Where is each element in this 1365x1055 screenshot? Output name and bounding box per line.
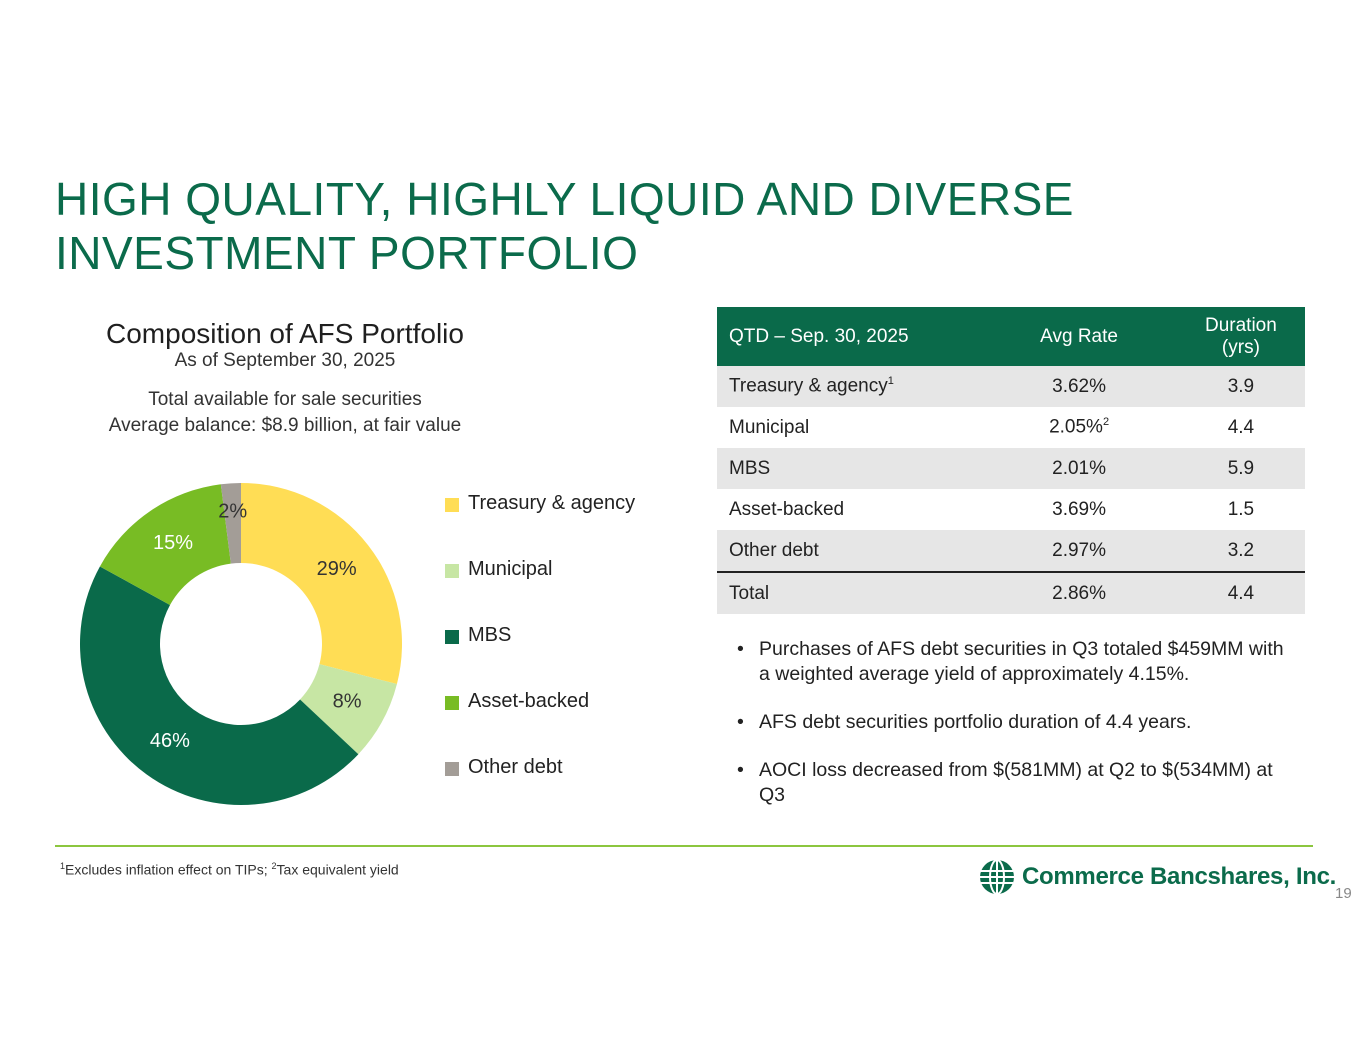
composition-note: Total available for sale securities Aver…: [55, 387, 515, 439]
composition-subtitle: As of September 30, 2025: [174, 350, 396, 371]
page-number: 19: [1335, 885, 1352, 902]
slice-mbs: [80, 566, 359, 805]
row-rate: 2.86%: [981, 571, 1177, 614]
row-rate: 2.97%: [981, 530, 1177, 572]
footnote: 1Excludes inflation effect on TIPs; 2Tax…: [60, 861, 399, 878]
legend-swatch: [445, 564, 459, 578]
row-duration: 3.2: [1176, 530, 1305, 572]
header-duration: Duration (yrs): [1176, 307, 1305, 366]
footnote-marker: 2: [1102, 416, 1110, 429]
legend-swatch: [445, 498, 459, 512]
legend-swatch: [445, 762, 459, 776]
legend-item-asset-backed: Asset-backed: [445, 688, 589, 714]
legend-label: MBS: [468, 623, 512, 646]
row-duration: 3.9: [1176, 366, 1305, 407]
row-duration: 4.4: [1176, 571, 1305, 614]
footnote-marker: 1: [887, 375, 894, 388]
table-row: Other debt 2.97% 3.2: [717, 530, 1305, 572]
header-duration-line-1: Duration: [1205, 314, 1277, 336]
slice-label-mbs: 46%: [150, 730, 190, 752]
legend-swatch: [445, 696, 459, 710]
bullet-list: • Purchases of AFS debt securities in Q3…: [737, 637, 1297, 831]
legend-label: Treasury & agency: [468, 491, 636, 514]
slice-asset-backed: [99, 484, 231, 605]
legend-item-mbs: MBS: [445, 622, 511, 648]
bullet-marker: •: [737, 711, 744, 733]
rates-table: QTD – Sep. 30, 2025 Avg Rate Duration (y…: [717, 307, 1305, 614]
slice-municipal: [300, 664, 397, 755]
footer-divider: [55, 845, 1313, 847]
slice-treasury-agency: [241, 483, 402, 685]
slice-label-municipal: 8%: [333, 691, 362, 713]
slice-label-other-debt: 2%: [218, 501, 247, 523]
row-label: Other debt: [717, 530, 982, 572]
afs-donut-chart: 29% 8% 46% 15% 2%: [80, 483, 402, 805]
company-logo: Commerce Bancshares, Inc.: [978, 858, 1336, 896]
bullet-item: • AOCI loss decreased from $(581MM) at Q…: [737, 758, 1297, 808]
legend-item-municipal: Municipal: [445, 556, 552, 582]
row-duration: 1.5: [1227, 498, 1255, 520]
row-label: Treasury & agency1: [717, 366, 982, 407]
composition-title: Composition of AFS Portfolio: [106, 318, 464, 349]
row-rate: 2.05%2: [1049, 416, 1110, 438]
logo-text: Commerce Bancshares, Inc.: [1022, 863, 1336, 890]
table-row: MBS 2.01% 5.9: [717, 448, 1305, 489]
row-duration: 4.4: [1227, 416, 1255, 438]
header-avg-rate: Avg Rate: [981, 307, 1177, 366]
slice-other-debt: [220, 483, 241, 564]
composition-note-line-1: Total available for sale securities: [148, 389, 422, 410]
row-label: Municipal: [729, 416, 810, 438]
row-label: Asset-backed: [729, 498, 845, 520]
row-duration: 5.9: [1176, 448, 1305, 489]
globe-icon: [980, 859, 1014, 895]
table-total-row: Total 2.86% 4.4: [717, 571, 1305, 614]
bullet-text: AFS debt securities portfolio duration o…: [759, 711, 1192, 733]
slice-label-treasury-agency: 29%: [317, 558, 357, 580]
bullet-marker: •: [737, 759, 744, 781]
composition-note-line-2: Average balance: $8.9 billion, at fair v…: [108, 415, 462, 436]
bullet-marker: •: [737, 638, 744, 660]
bullet-text: AOCI loss decreased from $(581MM) at Q2 …: [759, 759, 1273, 806]
legend-label: Municipal: [468, 557, 553, 580]
row-rate: 3.62%: [981, 366, 1177, 407]
bullet-text: Purchases of AFS debt securities in Q3 t…: [759, 638, 1284, 685]
slice-label-asset-backed: 15%: [153, 532, 193, 554]
bullet-item: • Purchases of AFS debt securities in Q3…: [737, 637, 1297, 687]
title-line-2: INVESTMENT PORTFOLIO: [55, 227, 639, 279]
row-rate: 2.01%: [981, 448, 1177, 489]
row-label: MBS: [717, 448, 982, 489]
composition-heading: Composition of AFS Portfolio As of Septe…: [55, 318, 515, 372]
legend-item-other-debt: Other debt: [445, 754, 563, 780]
header-duration-line-2: (yrs): [1221, 336, 1260, 358]
legend-label: Asset-backed: [468, 689, 590, 712]
page-title: HIGH QUALITY, HIGHLY LIQUID AND DIVERSE …: [55, 172, 1205, 280]
table-row: Municipal 2.05%2 4.4: [717, 407, 1305, 448]
legend-item-treasury-agency: Treasury & agency: [445, 490, 635, 516]
row-rate: 3.69%: [1052, 498, 1106, 520]
legend-swatch: [445, 630, 459, 644]
legend-label: Other debt: [468, 755, 563, 778]
row-label: Total: [717, 571, 982, 614]
title-line-1: HIGH QUALITY, HIGHLY LIQUID AND DIVERSE: [55, 173, 1074, 225]
table-header-row: QTD – Sep. 30, 2025 Avg Rate Duration (y…: [717, 307, 1305, 366]
table-row: Asset-backed 3.69% 1.5: [717, 489, 1305, 530]
header-period: QTD – Sep. 30, 2025: [717, 307, 982, 366]
bullet-item: • AFS debt securities portfolio duration…: [737, 710, 1297, 735]
table-row: Treasury & agency1 3.62% 3.9: [717, 366, 1305, 407]
